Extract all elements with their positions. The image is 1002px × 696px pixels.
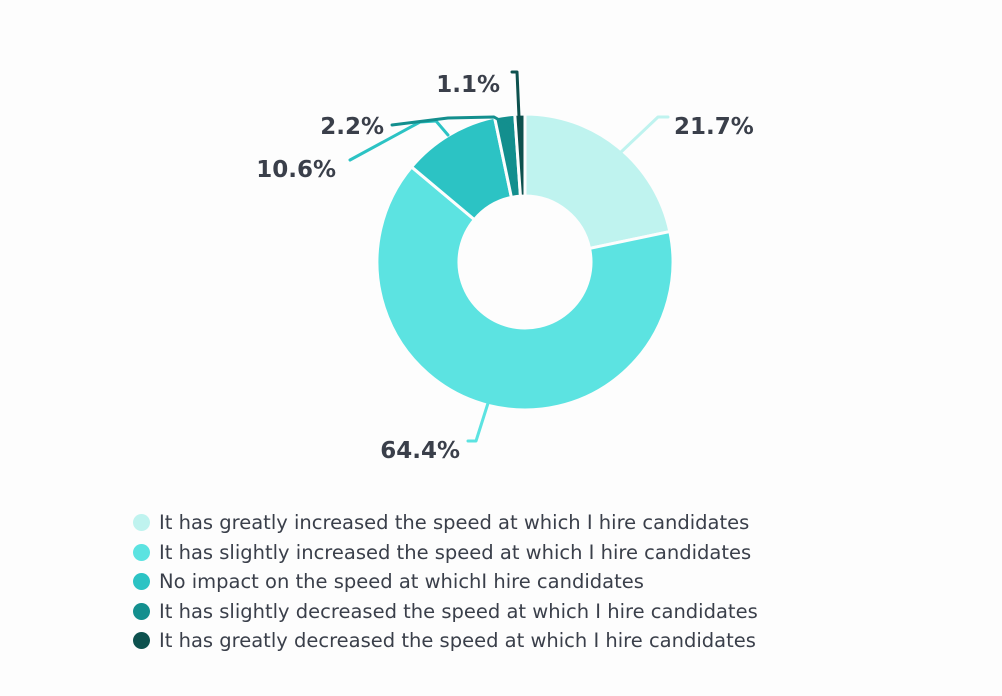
- leader-line: [390, 115, 512, 128]
- legend-label: It has greatly decreased the speed at wh…: [159, 629, 756, 653]
- legend-swatch: [133, 543, 150, 561]
- legend-label: It has slightly decreased the speed at w…: [159, 599, 758, 623]
- legend-item: It has slightly decreased the speed at w…: [133, 597, 758, 627]
- donut-slice: [375, 164, 675, 412]
- data-label: 2.2%: [320, 114, 384, 140]
- legend-label: It has greatly increased the speed at wh…: [159, 511, 750, 535]
- legend-label: No impact on the speed at whichI hire ca…: [159, 570, 644, 594]
- leader-line: [618, 115, 670, 155]
- legend-item: It has greatly decreased the speed at wh…: [133, 626, 758, 656]
- leader-line: [466, 398, 491, 443]
- data-label: 10.6%: [256, 157, 336, 183]
- legend-item: It has slightly increased the speed at w…: [133, 538, 758, 568]
- chart-legend: It has greatly increased the speed at wh…: [133, 508, 758, 656]
- legend-swatch: [133, 602, 150, 620]
- leader-lines: [348, 70, 670, 443]
- legend-swatch: [133, 573, 150, 591]
- legend-swatch: [133, 632, 150, 650]
- data-label: 21.7%: [674, 114, 754, 140]
- legend-swatch: [133, 514, 150, 532]
- donut-slice: [523, 112, 672, 251]
- data-label: 1.1%: [436, 72, 500, 98]
- donut-slices: [375, 112, 675, 412]
- legend-item: It has greatly increased the speed at wh…: [133, 508, 758, 538]
- legend-item: No impact on the speed at whichI hire ca…: [133, 567, 758, 597]
- data-label: 64.4%: [380, 438, 460, 464]
- legend-label: It has slightly increased the speed at w…: [159, 540, 752, 564]
- leader-line: [510, 70, 521, 119]
